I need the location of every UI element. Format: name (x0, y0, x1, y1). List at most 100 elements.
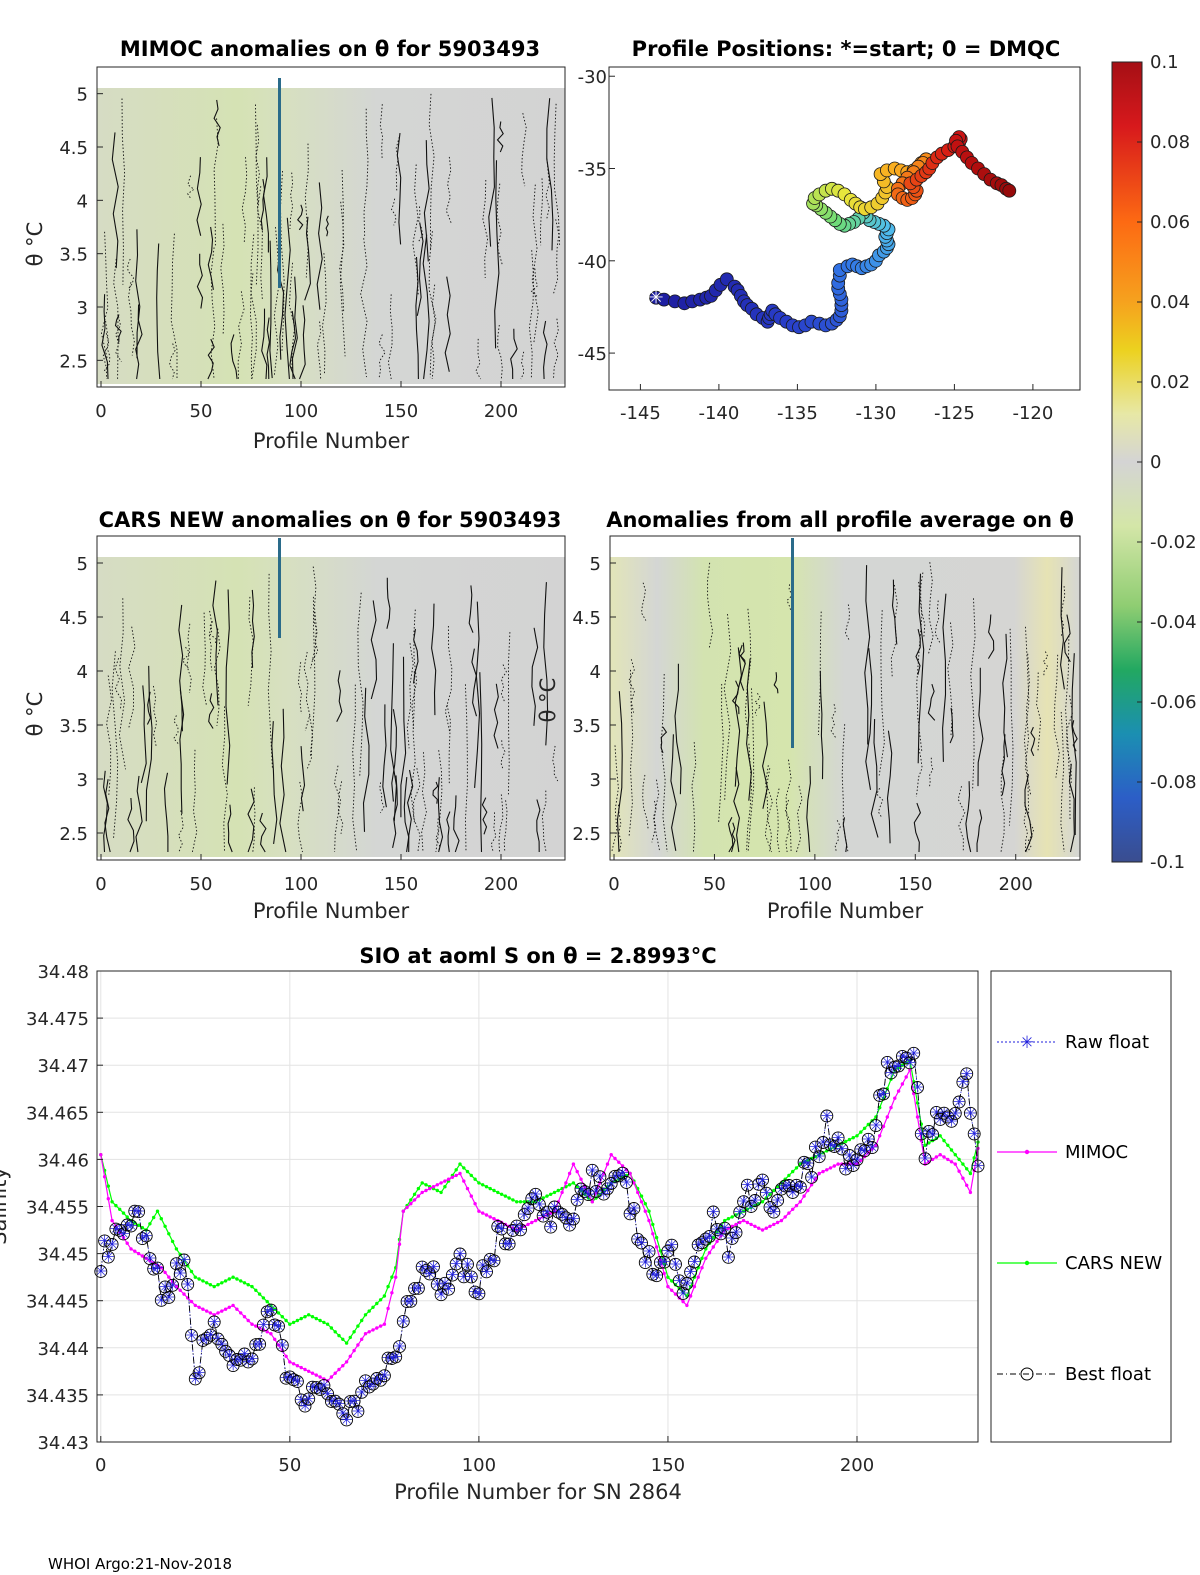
mimoc-point (772, 1222, 776, 1227)
contour-line (730, 822, 736, 853)
raw-float-point: ✳ (771, 1192, 784, 1210)
raw-float-point: ✳ (352, 1402, 365, 1420)
mimoc-point (734, 1222, 738, 1227)
cars-new-point (953, 1153, 957, 1157)
raw-float-point: ✳ (216, 1335, 229, 1353)
raw-float-point: ✳ (200, 1329, 213, 1347)
cars-new-point (337, 1333, 341, 1338)
mimoc-point (696, 1275, 700, 1279)
best-float-point (672, 1274, 686, 1288)
raw-float-point: ✳ (253, 1335, 266, 1353)
cars-new-point (942, 1138, 946, 1143)
x-tick-label: 200 (484, 401, 518, 422)
mimoc-point (946, 1157, 950, 1162)
best-float-point (669, 1257, 682, 1271)
best-float-point (166, 1278, 180, 1292)
contour-line (304, 216, 311, 301)
mimoc-point (329, 1375, 334, 1379)
raw-float-point: ✳ (839, 1160, 852, 1178)
cars-new-point (367, 1309, 371, 1313)
best-float-point (642, 1245, 656, 1259)
best-float-point (393, 1340, 406, 1354)
legend-raw-marker: ✳ (1020, 1033, 1034, 1053)
contour-line (970, 598, 976, 791)
mimoc-point (428, 1186, 432, 1191)
raw-float-point: ✳ (533, 1196, 546, 1214)
cars-new-point (318, 1318, 322, 1323)
mimoc-point (806, 1188, 810, 1193)
cars-new-point (242, 1281, 247, 1285)
contour-line (444, 276, 451, 372)
mimoc-point (670, 1288, 674, 1293)
cars-new-point (136, 1223, 141, 1228)
contour-line (140, 685, 147, 784)
contour-line (494, 160, 500, 349)
colorbar-tick-label: 0.06 (1150, 212, 1190, 233)
raw-float-point: ✳ (98, 1232, 111, 1250)
x-tick-label: 200 (484, 874, 518, 895)
raw-float-point: ✳ (510, 1217, 523, 1235)
cars-new-point (424, 1183, 428, 1187)
mimoc-point (942, 1155, 946, 1159)
avg-x-ticks: 0 50 100 150 200 (608, 854, 1033, 895)
cars-new-point (741, 1209, 746, 1213)
mimoc-point (870, 1147, 874, 1151)
cars-new-point (420, 1181, 424, 1185)
x-tick-label: 200 (999, 874, 1033, 895)
cars-new-point (503, 1194, 508, 1198)
raw-float-point: ✳ (722, 1248, 735, 1266)
mimoc-point (968, 1190, 973, 1195)
contour-line (259, 812, 267, 853)
mimoc-point (723, 1228, 727, 1232)
y-tick-label: 4.5 (59, 608, 88, 629)
best-float-point (374, 1373, 388, 1387)
cars-new-point (900, 1063, 905, 1067)
contour-line (273, 227, 280, 375)
x-tick-label: 50 (190, 401, 213, 422)
contour-line (691, 742, 697, 853)
mimoc-point (741, 1218, 746, 1223)
mimoc-point (526, 1222, 530, 1227)
contour-line (766, 768, 773, 853)
mimoc-point (575, 1169, 579, 1174)
raw-float-point: ✳ (915, 1125, 928, 1143)
cars-new-point (197, 1277, 201, 1281)
contour-line (297, 781, 303, 853)
best-float-point (324, 1394, 338, 1408)
salinity-panel: SIO at aoml S on θ = 2.8993°C ✳✳✳✳✳✳✳✳✳✳… (0, 944, 985, 1504)
contour-line (163, 772, 169, 852)
contour-line (786, 584, 794, 612)
mimoc-point (182, 1292, 186, 1296)
mimoc-point (356, 1343, 360, 1347)
raw-float-point: ✳ (121, 1216, 134, 1234)
cars-new-point (662, 1262, 666, 1266)
contour-line (103, 333, 111, 372)
contour-line (920, 572, 926, 638)
contour-line (317, 321, 322, 380)
mimoc-point (798, 1200, 802, 1204)
contour-line (929, 757, 934, 788)
best-float-point (759, 1186, 773, 1200)
mimoc-point (484, 1213, 489, 1217)
contour-line (230, 334, 238, 380)
best-float-point (290, 1375, 304, 1388)
best-float-point (514, 1223, 527, 1237)
best-float-point (631, 1232, 645, 1246)
contour-line (360, 238, 368, 378)
x-tick-label: 150 (384, 401, 418, 422)
raw-float-point: ✳ (412, 1279, 425, 1297)
best-float-point (355, 1385, 369, 1399)
y-tick-label: 34.48 (37, 962, 89, 983)
contour-line (304, 143, 309, 278)
contour-line (390, 643, 397, 822)
best-float-point (249, 1338, 263, 1352)
raw-float-point: ✳ (768, 1203, 781, 1221)
cars-new-point (443, 1185, 447, 1189)
mimoc-point (628, 1171, 632, 1176)
best-float-point (680, 1277, 694, 1290)
best-float-point (245, 1352, 259, 1366)
contour-line (818, 611, 822, 736)
best-float-point (555, 1207, 569, 1221)
best-float-point (827, 1140, 841, 1153)
raw-float-point: ✳ (480, 1263, 493, 1281)
